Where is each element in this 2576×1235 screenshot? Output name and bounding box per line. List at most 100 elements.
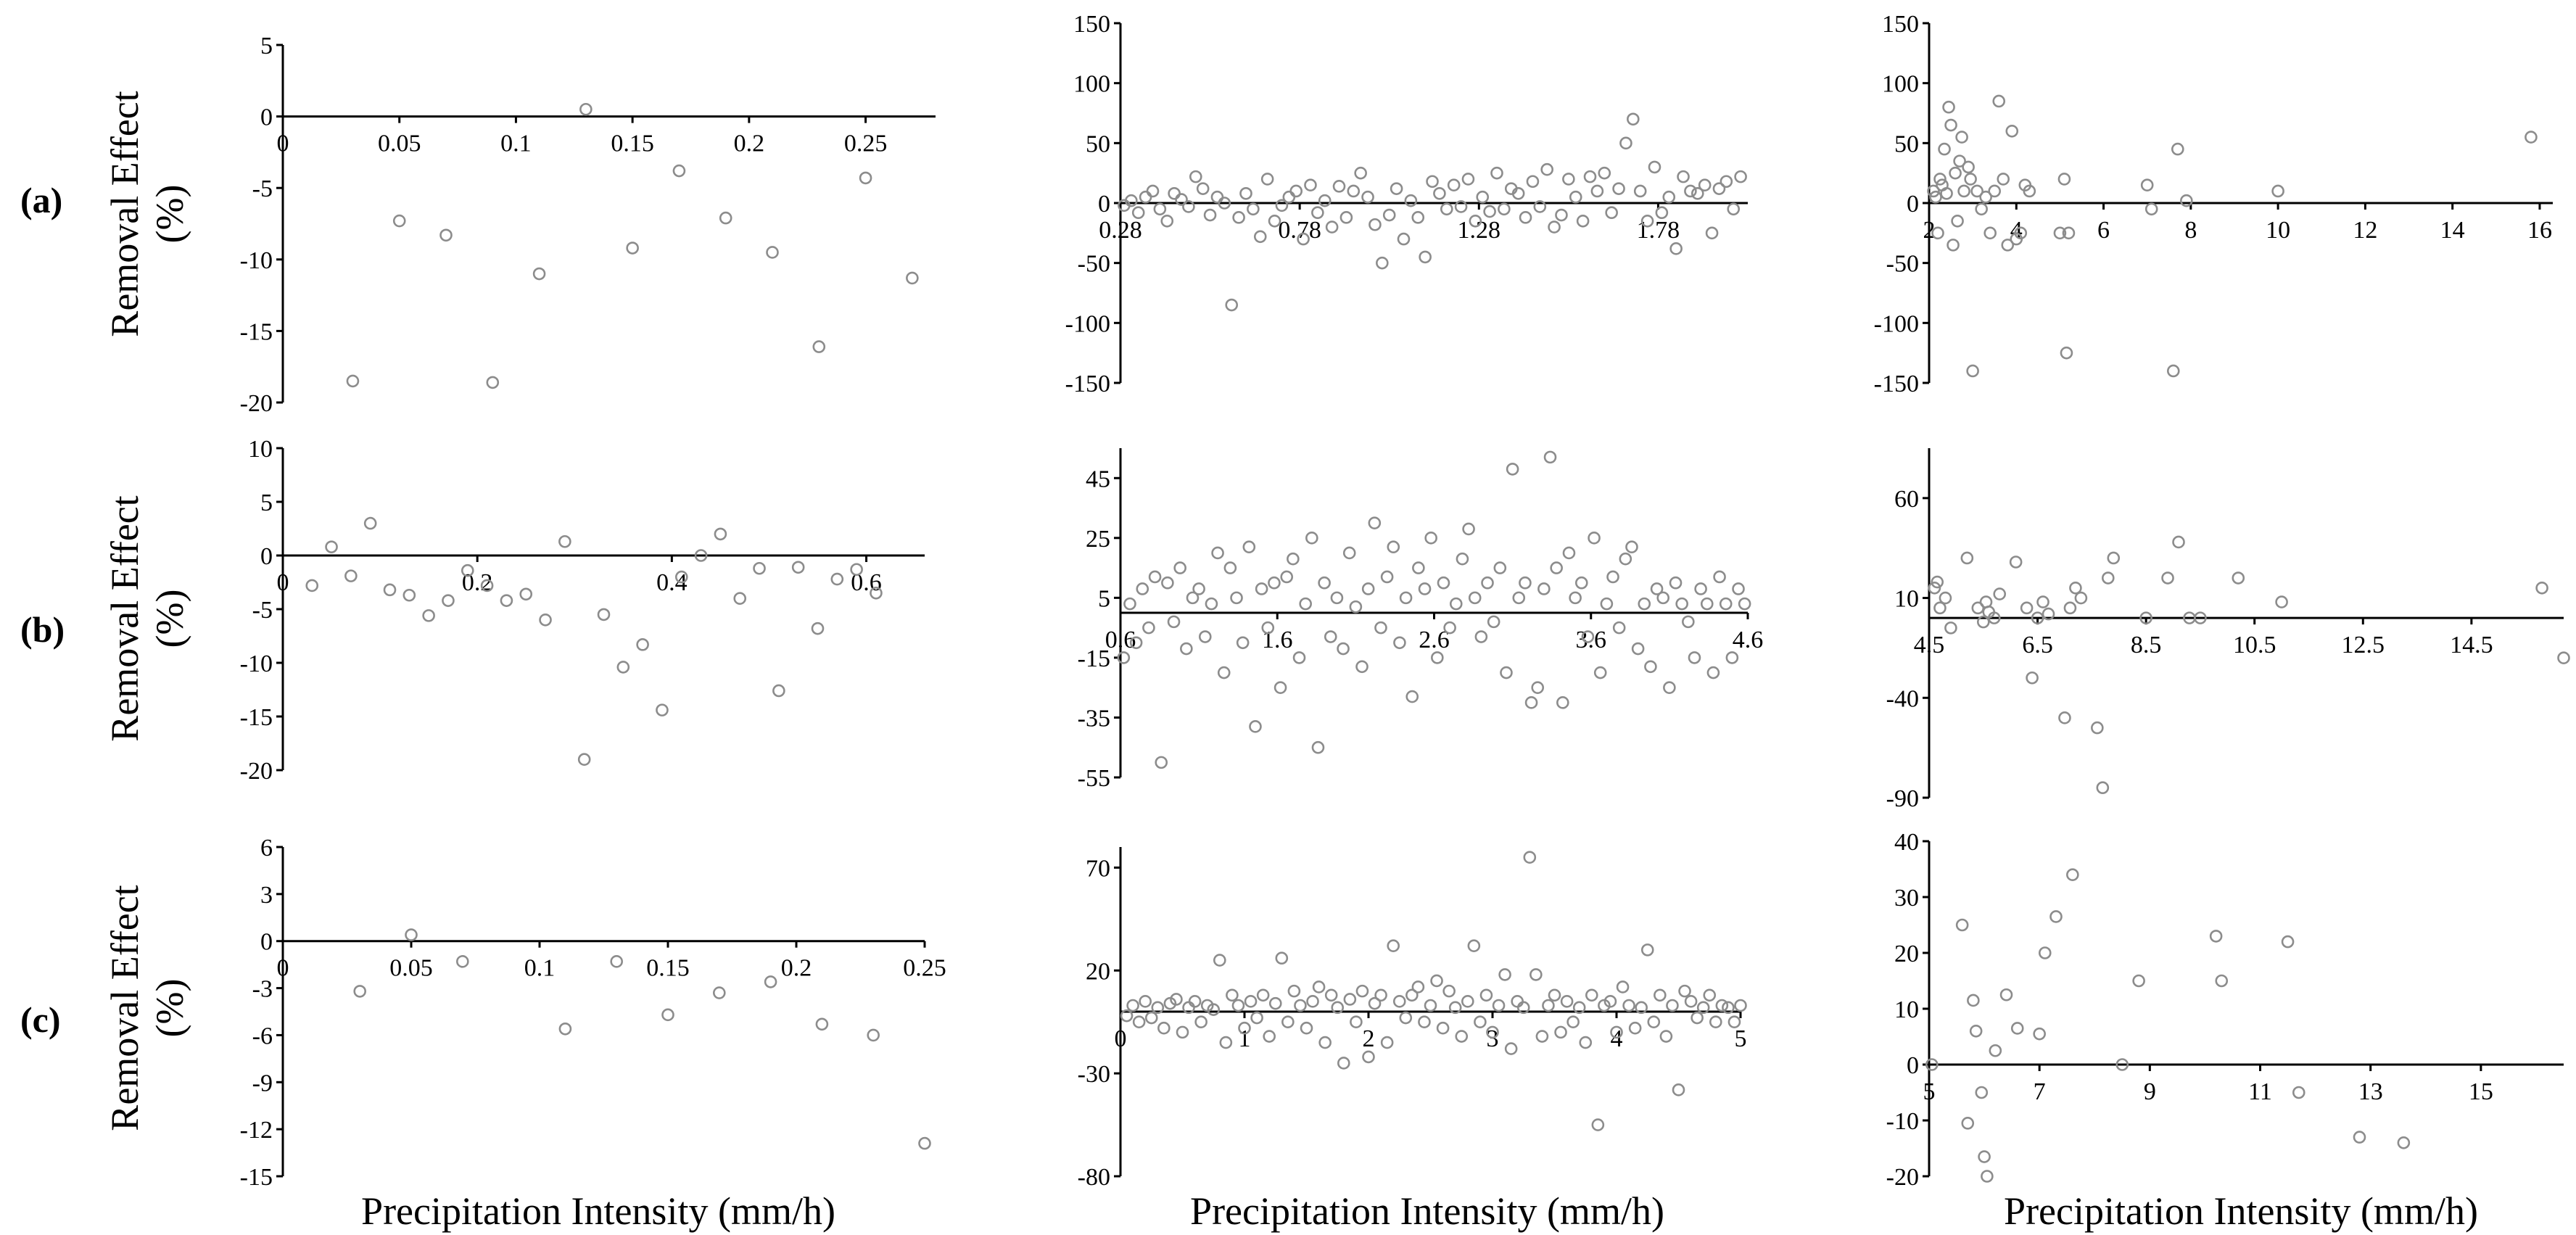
data-point	[1189, 170, 1202, 183]
data-point	[1562, 546, 1576, 560]
data-point	[422, 609, 435, 622]
data-point	[1487, 615, 1500, 629]
data-point	[1280, 570, 1294, 584]
data-point	[1992, 94, 2006, 108]
data-point	[1675, 597, 1688, 611]
data-point	[519, 587, 533, 601]
data-point	[1332, 180, 1346, 193]
data-point	[1419, 250, 1432, 264]
data-point	[1230, 591, 1243, 605]
data-point	[1418, 1015, 1431, 1028]
data-point	[597, 608, 611, 621]
ylabel-row-a: Removal Effect (%)	[103, 91, 191, 336]
data-point	[1387, 540, 1400, 554]
data-point	[1722, 1001, 1735, 1015]
x-tick-label: 0.15	[646, 955, 690, 982]
data-point	[1443, 621, 1456, 635]
data-point	[439, 228, 453, 242]
data-point	[1490, 166, 1503, 180]
x-tick-label: 0.28	[1099, 217, 1142, 244]
data-point	[1688, 651, 1701, 664]
data-point	[1474, 1015, 1487, 1028]
data-point	[712, 986, 726, 999]
data-point	[392, 214, 406, 228]
data-point	[1207, 1003, 1221, 1016]
data-point	[1593, 666, 1607, 680]
y-tick-label: 3	[260, 882, 273, 909]
data-point	[1988, 184, 2002, 198]
data-point	[1139, 190, 1152, 204]
data-point	[1275, 951, 1289, 965]
data-point	[1929, 190, 1942, 204]
data-point	[1983, 226, 1997, 240]
data-point	[2031, 611, 2044, 624]
data-point	[2209, 930, 2223, 943]
data-point	[1523, 851, 1537, 864]
data-point	[1727, 1015, 1741, 1028]
data-point	[1188, 995, 1202, 1008]
data-point	[1456, 552, 1469, 566]
y-tick-label: -12	[240, 1117, 273, 1144]
data-point	[1299, 597, 1312, 611]
data-point	[2535, 581, 2548, 595]
data-point	[1966, 364, 1979, 378]
y-tick-label: -30	[1078, 1061, 1110, 1088]
data-point	[1638, 597, 1651, 611]
x-tick-label: 0.05	[378, 131, 421, 157]
data-point	[1640, 214, 1654, 228]
data-point	[1148, 570, 1162, 584]
data-point	[1635, 1001, 1648, 1015]
data-point	[1139, 995, 1152, 1008]
data-point	[1175, 193, 1188, 206]
data-point	[1261, 621, 1275, 635]
data-point	[859, 171, 872, 185]
xlabel-col-1: Precipitation Intensity (mm/h)	[361, 1189, 835, 1233]
data-point	[719, 211, 732, 225]
data-point	[1537, 582, 1551, 595]
data-point	[918, 1136, 931, 1150]
data-point	[1486, 1025, 1499, 1039]
data-point	[1619, 552, 1632, 566]
data-point	[1380, 1036, 1394, 1049]
data-point	[1182, 200, 1195, 213]
y-tick-label: 0	[260, 104, 273, 131]
data-point	[1186, 591, 1200, 605]
y-tick-label: -55	[1078, 765, 1110, 792]
data-point	[1506, 463, 1519, 476]
data-point	[1931, 226, 1944, 240]
data-point	[1412, 561, 1425, 574]
x-tick-label: 4	[1611, 1025, 1623, 1052]
data-point	[1703, 988, 1717, 1002]
data-point	[2010, 1022, 2024, 1035]
data-point	[1690, 1011, 1704, 1025]
data-point	[1343, 993, 1357, 1006]
x-tick-label: 4.5	[1914, 632, 1945, 658]
data-point	[1583, 170, 1597, 183]
data-point	[1944, 118, 1957, 132]
ylabel-main-a: Removal Effect	[103, 91, 146, 336]
data-point	[480, 579, 494, 592]
data-point	[1318, 194, 1332, 207]
x-tick-label: 6	[2097, 217, 2110, 244]
data-point	[2139, 611, 2152, 624]
data-point	[1684, 995, 1698, 1008]
x-tick-label: 12	[2353, 217, 2377, 244]
data-point	[1424, 999, 1437, 1012]
y-tick-label: 40	[1894, 829, 1919, 856]
y-tick-label: -5	[252, 175, 273, 202]
data-point	[2171, 142, 2184, 156]
data-point	[1961, 1117, 1975, 1130]
data-point	[1324, 630, 1337, 643]
data-point	[2140, 178, 2154, 191]
data-point	[830, 572, 844, 586]
data-point	[353, 985, 367, 998]
data-point	[1971, 601, 1985, 615]
data-point	[1696, 1001, 1710, 1015]
data-point	[2271, 184, 2284, 198]
data-point	[1709, 1015, 1722, 1028]
data-point	[2281, 935, 2295, 949]
data-point	[1533, 200, 1547, 213]
data-point	[1628, 1021, 1642, 1035]
x-tick-label: 0.05	[389, 955, 433, 982]
